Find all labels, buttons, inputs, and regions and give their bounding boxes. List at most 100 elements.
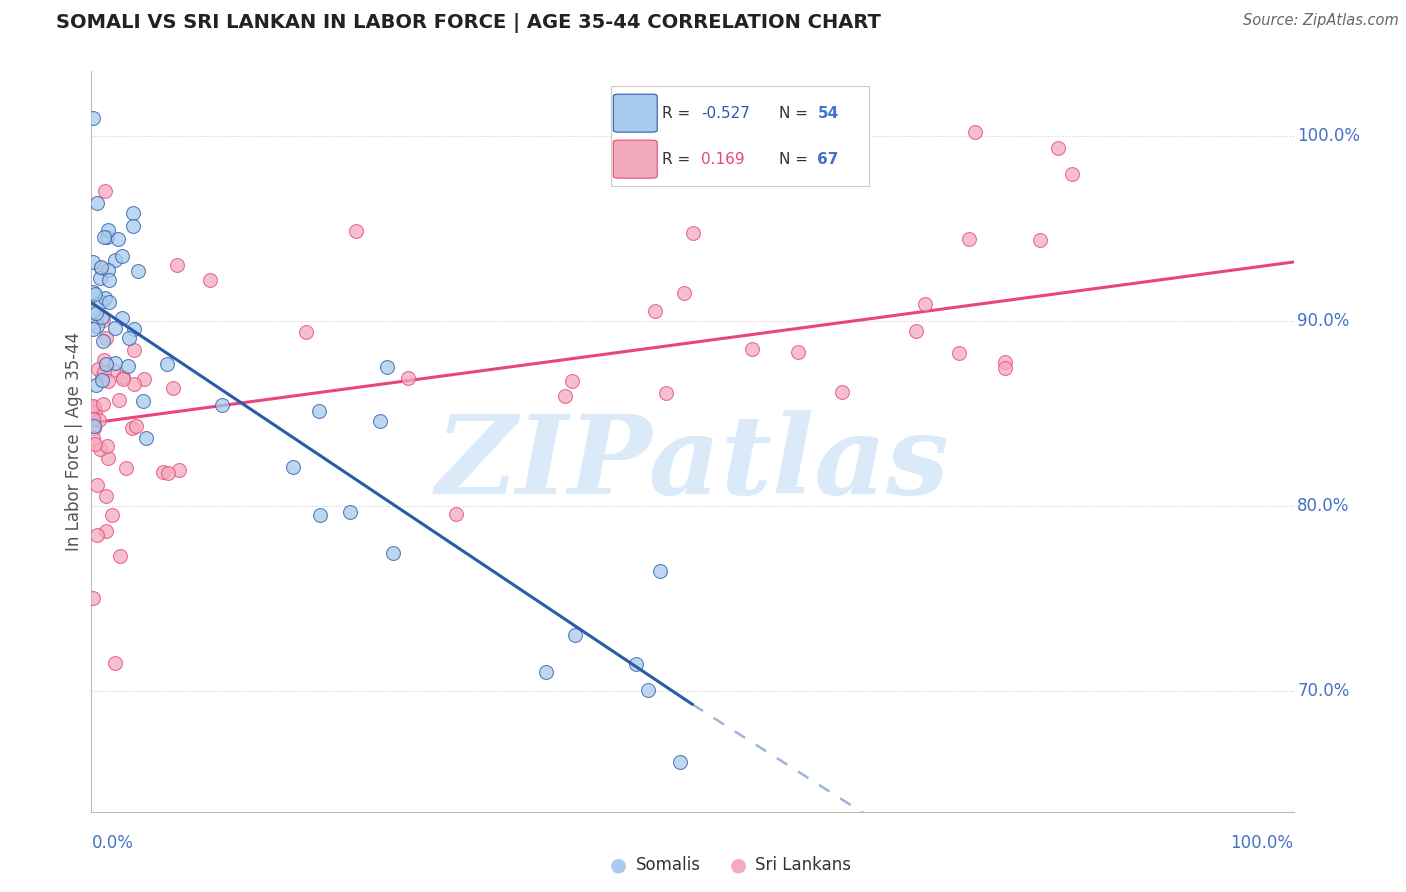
Point [96, 440, 118, 454]
Point [682, 226, 704, 240]
Point [86, 318, 108, 333]
Point [90, 260, 112, 274]
Point [156, 357, 179, 371]
Point [100, 508, 122, 522]
Point [97, 374, 120, 388]
Point [82, 285, 104, 299]
Point [98, 294, 121, 309]
Point [295, 326, 318, 340]
Point [82, 399, 104, 413]
Point [1062, 167, 1084, 181]
Text: ●: ● [730, 855, 747, 875]
Point [86, 528, 108, 542]
Point [211, 398, 233, 412]
Point [283, 459, 305, 474]
Point [93, 184, 115, 198]
Point [994, 361, 1017, 376]
Point [122, 219, 145, 233]
Point [82, 431, 104, 445]
Point [94, 489, 117, 503]
Point [89, 271, 111, 285]
Point [94, 292, 117, 306]
Point [82, 591, 104, 605]
Point [534, 665, 557, 679]
Point [98, 273, 121, 287]
Point [914, 297, 936, 311]
Point [108, 392, 131, 407]
Point [83, 421, 105, 435]
Point [121, 421, 143, 435]
Point [101, 363, 124, 377]
Point [97, 451, 120, 466]
Point [90, 261, 112, 276]
Point [83, 405, 105, 419]
Point [117, 359, 139, 373]
Point [134, 371, 156, 385]
Point [84, 377, 107, 392]
Point [339, 505, 361, 519]
Point [344, 224, 367, 238]
Point [669, 755, 692, 769]
Point [381, 546, 404, 560]
Point [93, 352, 115, 367]
Point [948, 346, 970, 360]
Point [94, 357, 117, 371]
Point [309, 508, 332, 522]
Point [96, 229, 118, 244]
Point [672, 285, 695, 300]
Point [648, 564, 671, 578]
Point [127, 264, 149, 278]
Point [93, 365, 115, 379]
Point [121, 206, 143, 220]
Point [91, 313, 114, 327]
Point [122, 322, 145, 336]
Point [83, 401, 105, 415]
Point [83, 419, 105, 434]
Text: 90.0%: 90.0% [1298, 312, 1350, 330]
Point [104, 253, 127, 268]
Point [198, 273, 221, 287]
Point [741, 342, 763, 356]
Point [368, 414, 391, 428]
Point [644, 303, 666, 318]
Point [97, 223, 120, 237]
Point [112, 369, 135, 384]
Point [132, 393, 155, 408]
Y-axis label: In Labor Force | Age 35-44: In Labor Force | Age 35-44 [65, 332, 83, 551]
Point [104, 321, 127, 335]
Point [110, 549, 132, 564]
Point [91, 334, 114, 349]
Point [564, 628, 586, 642]
Point [86, 306, 108, 320]
Point [624, 657, 647, 672]
Point [84, 437, 107, 451]
Point [637, 682, 659, 697]
Point [396, 371, 419, 385]
Text: 0.0%: 0.0% [91, 834, 134, 852]
Point [86, 478, 108, 492]
Point [90, 310, 112, 325]
Text: ●: ● [610, 855, 627, 875]
Point [82, 254, 104, 268]
Text: SOMALI VS SRI LANKAN IN LABOR FORCE | AGE 35-44 CORRELATION CHART: SOMALI VS SRI LANKAN IN LABOR FORCE | AG… [56, 13, 882, 33]
Text: Source: ZipAtlas.com: Source: ZipAtlas.com [1243, 13, 1399, 29]
Point [1047, 141, 1070, 155]
Text: 100.0%: 100.0% [1298, 128, 1360, 145]
Point [655, 386, 678, 401]
Point [104, 657, 127, 671]
Point [787, 345, 810, 359]
Point [83, 287, 105, 301]
Point [104, 357, 127, 371]
Point [831, 384, 853, 399]
Point [115, 461, 138, 475]
Point [97, 263, 120, 277]
Point [905, 324, 928, 338]
Point [89, 442, 111, 457]
Point [86, 195, 108, 210]
Point [152, 465, 174, 479]
Point [118, 331, 141, 345]
Point [135, 431, 157, 445]
Text: 70.0%: 70.0% [1298, 682, 1350, 700]
Point [91, 372, 114, 386]
Text: 100.0%: 100.0% [1230, 834, 1294, 852]
